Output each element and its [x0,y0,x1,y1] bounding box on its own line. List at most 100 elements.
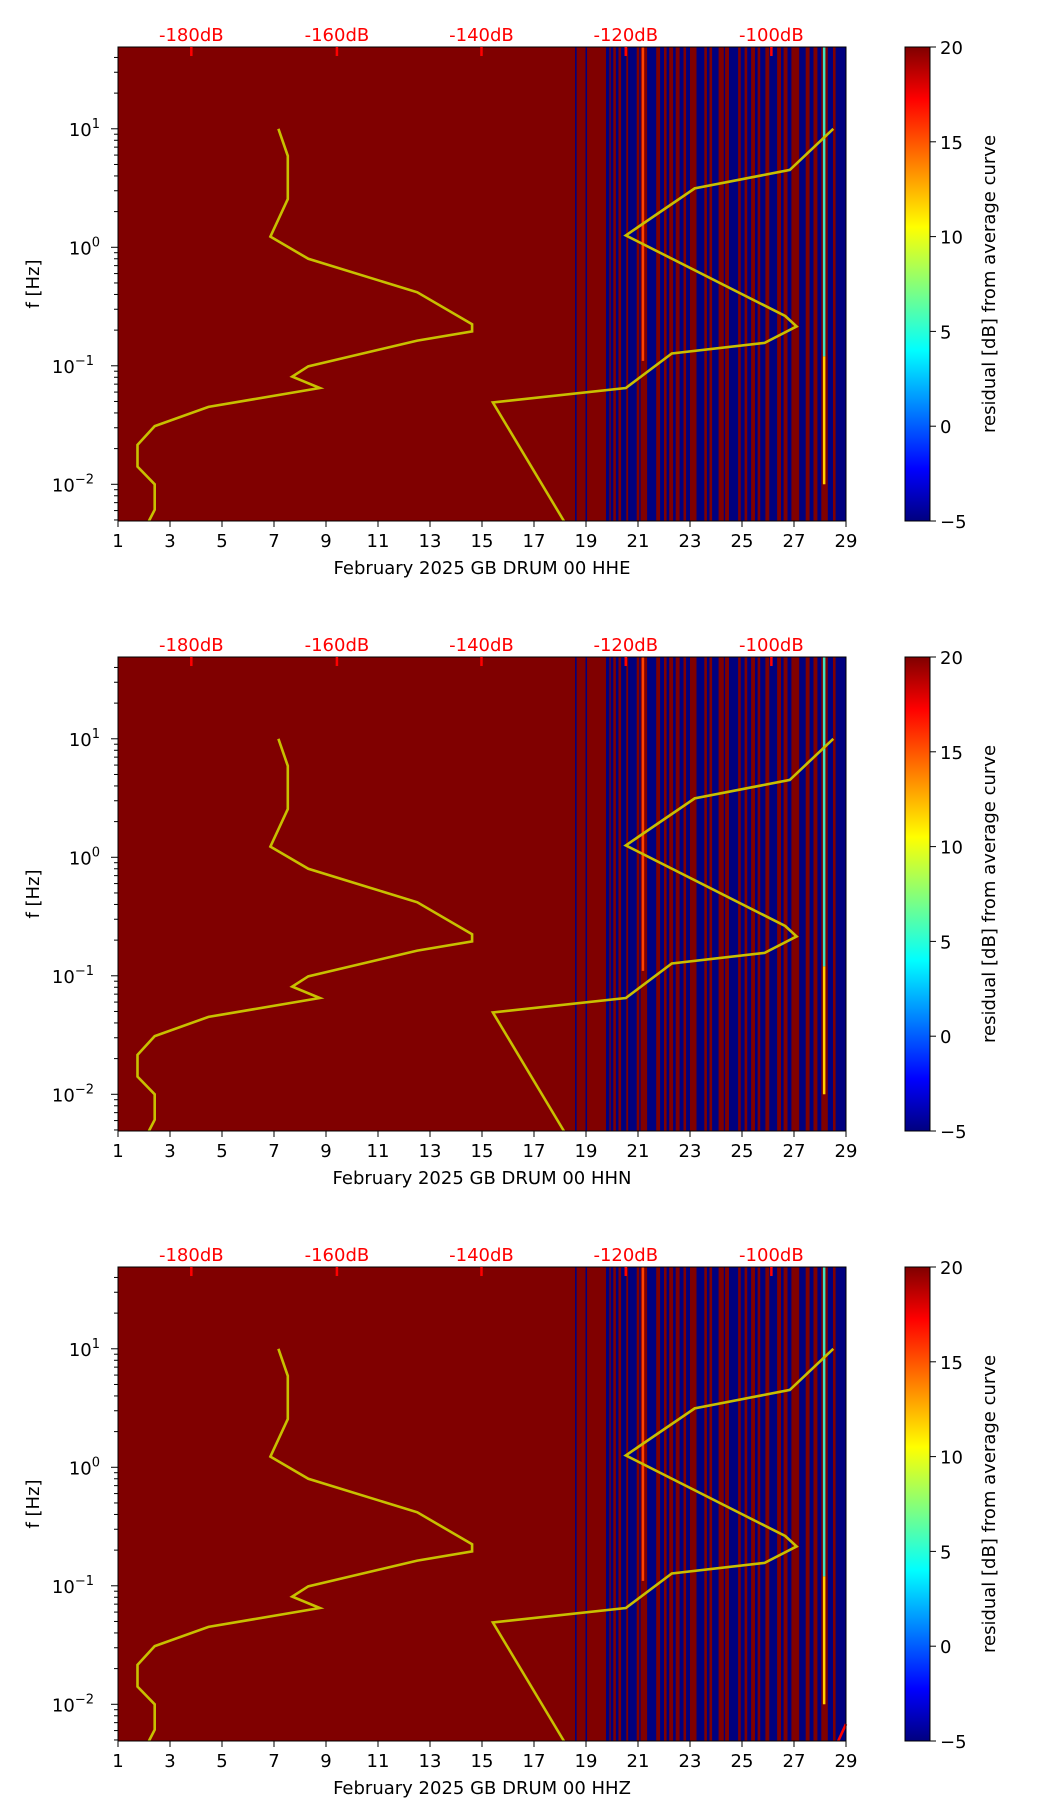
colorbar [904,656,931,1132]
low-residual-stripe [740,1267,745,1741]
low-residual-stripe [610,47,614,521]
x-tick-label: 25 [731,1141,754,1162]
x-tick-label: 15 [471,1141,494,1162]
low-residual-stripe [666,657,670,1131]
y-tick-exponent: −2 [75,1692,94,1707]
residual-streak [822,356,826,485]
y-tick-exponent: 1 [92,727,100,742]
low-residual-stripe [628,1267,637,1741]
top-label: -120dB [593,1245,658,1266]
x-tick-label: 3 [164,1751,175,1772]
low-residual-stripe [696,1267,705,1741]
x-tick-label: 17 [523,1141,546,1162]
top-label: -100dB [739,25,804,46]
low-residual-stripe [686,47,690,521]
colorbar-tick-label: −5 [940,512,967,533]
low-residual-stripe [610,1267,614,1741]
low-residual-stripe [615,47,619,521]
y-tick-exponent: 1 [92,1337,100,1352]
y-tick-base: 10 [69,1458,92,1479]
x-tick-label: 27 [783,1141,806,1162]
x-tick-label: 11 [367,531,390,552]
low-residual-stripe [615,657,619,1131]
x-tick-label: 9 [320,1751,331,1772]
x-tick-label: 25 [731,531,754,552]
top-label: -160dB [305,635,370,656]
low-residual-stripe [610,657,614,1131]
low-residual-stripe [647,47,657,521]
low-residual-stripe [712,1267,719,1741]
reference-curve-2 [490,737,835,1132]
top-label: -180dB [159,635,224,656]
x-axis-label: February 2025 GB DRUM 00 HHE [334,558,631,579]
x-tick-label: 7 [268,1751,279,1772]
y-tick-label: 10−2 [52,1082,94,1106]
low-residual-stripe [747,47,752,521]
low-residual-stripe [781,657,784,1131]
colorbar-tick-label: 5 [940,932,951,953]
low-residual-stripe [747,657,752,1131]
low-residual-stripe [639,47,641,521]
colorbar-tick-label: 10 [940,838,963,859]
x-tick-label: 3 [164,1141,175,1162]
x-tick-label: 29 [835,1141,858,1162]
low-residual-stripe [799,657,806,1131]
x-tick-label: 5 [216,1141,227,1162]
x-tick-label: 5 [216,1751,227,1772]
x-tick-label: 9 [320,531,331,552]
colorbar [904,1266,931,1742]
low-residual-stripe [628,47,637,521]
residual-streak [822,966,826,1095]
residual-streak [822,657,826,967]
top-label: -160dB [305,1245,370,1266]
x-tick-label: 19 [575,1751,598,1772]
colorbar-tick-label: 20 [940,38,963,59]
low-residual-stripe [755,657,758,1131]
low-residual-stripe [712,47,719,521]
low-residual-stripe [781,1267,784,1741]
y-tick-base: 10 [52,1085,75,1106]
y-tick-base: 10 [69,238,92,259]
x-tick-label: 7 [268,1141,279,1162]
low-residual-stripe [740,47,745,521]
reference-curve-2 [490,127,835,522]
low-residual-stripe [679,657,684,1131]
low-residual-stripe [809,1267,814,1741]
x-tick-label: 1 [112,1141,123,1162]
x-tick-label: 29 [835,531,858,552]
x-tick-label: 7 [268,531,279,552]
top-label: -120dB [593,635,658,656]
low-residual-stripe [729,47,739,521]
x-tick-label: 13 [419,1141,442,1162]
colorbar-tick-label: 0 [940,1637,951,1658]
colorbar-tick-label: 5 [940,1542,951,1563]
y-tick-exponent: 0 [92,1455,100,1470]
x-axis-label: February 2025 GB DRUM 00 HHZ [333,1778,631,1799]
low-residual-stripe [712,657,719,1131]
x-tick-label: 19 [575,531,598,552]
x-tick-label: 3 [164,531,175,552]
reference-curve-1 [136,738,474,1132]
colorbar-tick-label: 10 [940,228,963,249]
x-tick-label: 13 [419,1751,442,1772]
low-residual-stripe [817,657,822,1131]
y-tick-label: 10−2 [52,472,94,496]
low-residual-stripe [575,657,577,1131]
residual-streak [641,1267,645,1581]
colorbar-tick-label: 15 [940,743,963,764]
x-tick-label: 21 [627,531,650,552]
colorbar-label: residual [dB] from average curve [979,745,1000,1043]
residual-streak [822,1576,826,1705]
low-residual-stripe [755,1267,758,1741]
low-residual-stripe [827,1267,833,1741]
low-residual-stripe [809,657,814,1131]
low-residual-stripe [660,1267,664,1741]
x-tick-label: 27 [783,1751,806,1772]
low-residual-stripe [606,657,610,1131]
colorbar-tick-label: 10 [940,1448,963,1469]
low-residual-stripe [615,1267,619,1741]
red-curve [837,1723,848,1742]
low-residual-stripe [760,657,766,1131]
y-axis-label: f [Hz] [23,259,44,308]
